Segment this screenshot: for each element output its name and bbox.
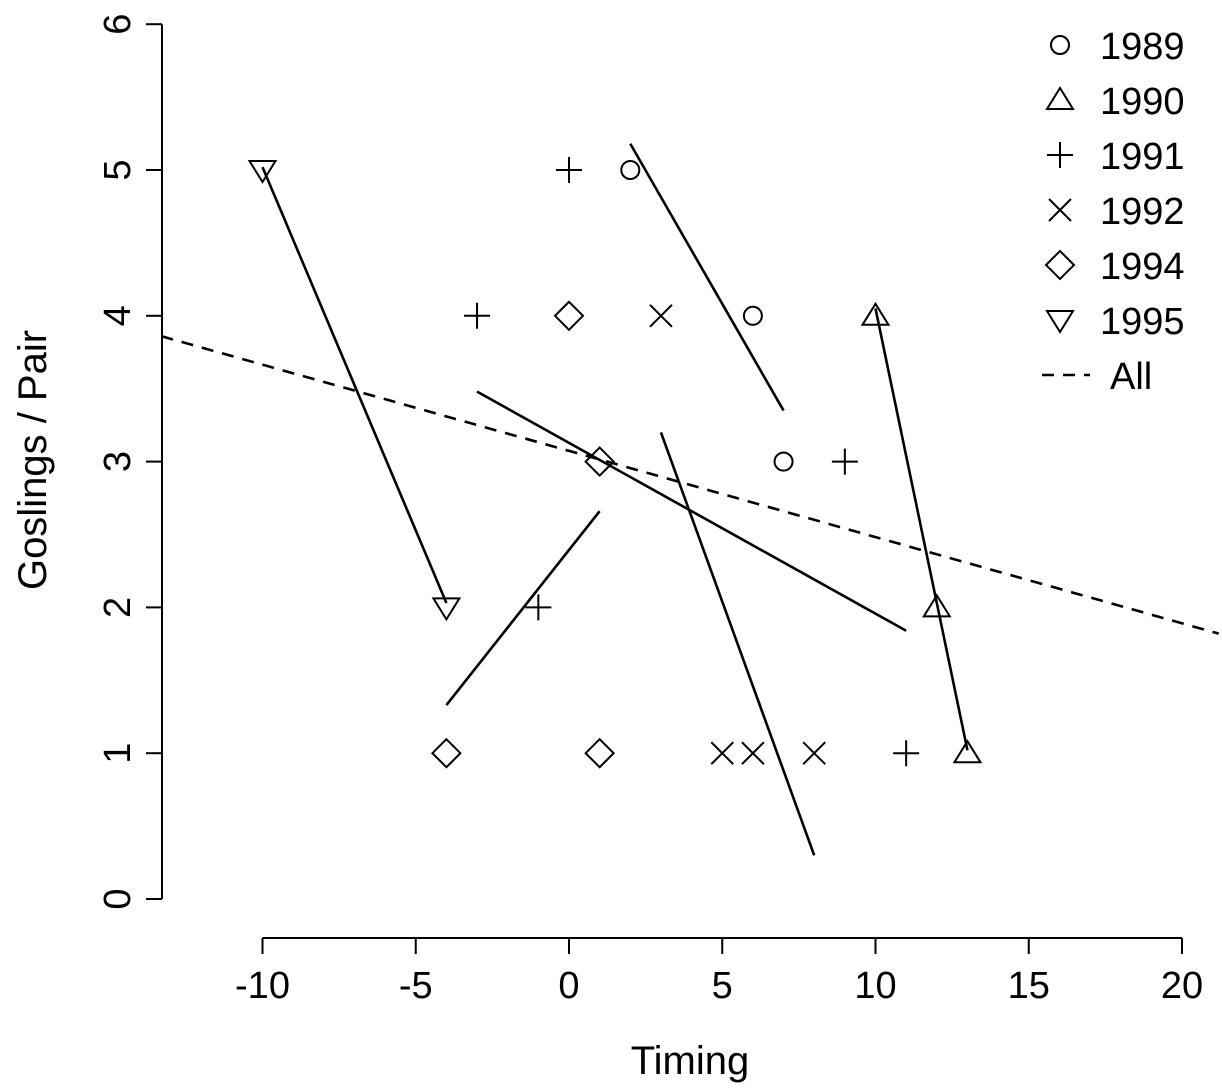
point-1994 bbox=[584, 737, 616, 769]
x-tick-label: 15 bbox=[1008, 965, 1050, 1007]
legend-marker-1991 bbox=[1047, 142, 1073, 168]
point-1990 bbox=[952, 739, 983, 764]
point-1991 bbox=[831, 448, 858, 475]
fit-line-1994 bbox=[445, 510, 601, 706]
plot-lines bbox=[162, 143, 1220, 856]
y-tick-label: 6 bbox=[97, 14, 139, 35]
y-tick-label: 2 bbox=[97, 597, 139, 618]
x-tick-label: 10 bbox=[854, 965, 896, 1007]
point-1994 bbox=[430, 737, 462, 769]
legend-label-1991: 1991 bbox=[1100, 136, 1185, 178]
point-1995 bbox=[247, 160, 278, 184]
y-axis-title: Goslings / Pair bbox=[11, 330, 55, 590]
y-tick-label: 4 bbox=[97, 305, 139, 326]
x-axis-title: Timing bbox=[631, 1039, 750, 1083]
legend-marker-1994 bbox=[1044, 249, 1076, 281]
legend-marker-1990 bbox=[1045, 86, 1075, 110]
x-tick-label: -5 bbox=[399, 965, 433, 1007]
x-tick-label: 5 bbox=[712, 965, 733, 1007]
point-1991 bbox=[893, 740, 920, 767]
point-1989 bbox=[773, 451, 794, 472]
y-tick-label: 5 bbox=[97, 159, 139, 180]
legend: 1989 1990 1991 1992 1994 1995 All bbox=[1042, 26, 1185, 398]
x-tick-label: -10 bbox=[235, 965, 290, 1007]
fit-line-1992 bbox=[659, 431, 816, 856]
y-tick-label: 1 bbox=[97, 743, 139, 764]
point-1990 bbox=[860, 301, 891, 326]
fit-line-1991 bbox=[476, 390, 907, 632]
point-1991 bbox=[464, 302, 491, 329]
point-1995 bbox=[431, 597, 462, 622]
legend-label-1989: 1989 bbox=[1100, 26, 1185, 68]
point-1991 bbox=[556, 157, 582, 183]
point-1989 bbox=[742, 305, 763, 326]
legend-label-1990: 1990 bbox=[1100, 81, 1185, 123]
fit-line-1989 bbox=[629, 143, 785, 412]
point-1991 bbox=[525, 594, 552, 621]
plot-points bbox=[247, 157, 983, 769]
legend-label-1994: 1994 bbox=[1100, 246, 1185, 288]
point-1994 bbox=[553, 300, 585, 332]
y-tick-label: 0 bbox=[97, 888, 139, 909]
axes: 0 1 2 3 4 5 6 -10 -5 0 5 10 15 20 Timing Goslings / … bbox=[11, 14, 1203, 1083]
x-tick-label: 0 bbox=[558, 965, 579, 1007]
point-1992 bbox=[649, 304, 673, 328]
x-axis-ticks: -10 -5 0 5 10 15 20 bbox=[235, 938, 1203, 1007]
fit-line-1995 bbox=[261, 166, 448, 604]
x-tick-label: 20 bbox=[1161, 965, 1203, 1007]
point-1989 bbox=[620, 160, 641, 180]
point-1990 bbox=[922, 593, 952, 618]
legend-marker-1989 bbox=[1050, 35, 1070, 55]
point-1992 bbox=[710, 741, 734, 765]
legend-label-1995: 1995 bbox=[1100, 301, 1185, 343]
legend-marker-1992 bbox=[1048, 198, 1072, 222]
fit-line-all bbox=[162, 335, 1220, 635]
point-1994 bbox=[584, 446, 616, 478]
legend-marker-1995 bbox=[1045, 310, 1075, 334]
legend-label-all: All bbox=[1110, 356, 1152, 398]
y-axis-ticks: 0 1 2 3 4 5 6 bbox=[97, 14, 162, 910]
point-1992 bbox=[802, 741, 826, 765]
y-tick-label: 3 bbox=[97, 451, 139, 472]
point-1992 bbox=[741, 741, 765, 765]
legend-label-1992: 1992 bbox=[1100, 191, 1185, 233]
fit-line-1990 bbox=[874, 308, 969, 751]
